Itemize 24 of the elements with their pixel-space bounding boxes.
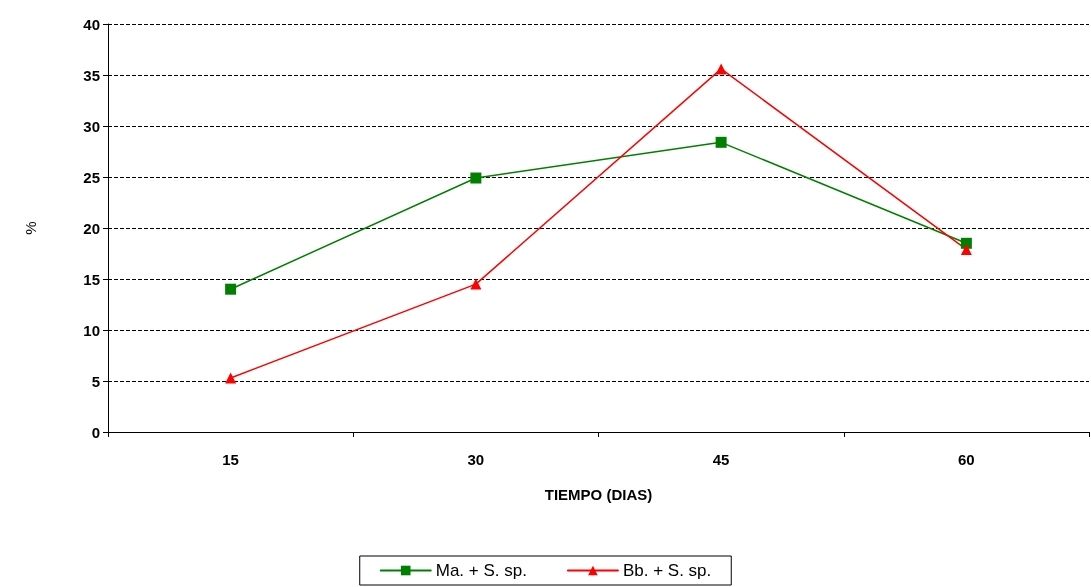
y-axis-title: %: [22, 221, 39, 235]
x-tick-label: 15: [222, 451, 239, 468]
x-tick-label: 60: [958, 451, 975, 468]
y-tick-label: 5: [91, 372, 100, 390]
point: [960, 243, 972, 255]
x-axis-title: TIEMPO (DIAS): [544, 486, 653, 503]
y-tick-label: 25: [83, 168, 100, 186]
point: [715, 136, 727, 148]
point: [715, 63, 727, 75]
y-tick-label: 40: [83, 15, 100, 33]
y-tick-label: 35: [83, 66, 100, 84]
point: [225, 283, 237, 295]
point: [225, 372, 237, 384]
y-tick-label: 15: [83, 270, 100, 288]
y-tick-label: 0: [91, 423, 100, 441]
legend-label: Bb. + S. sp.: [622, 561, 712, 580]
x-tick-label: 45: [712, 451, 730, 468]
y-tick-label: 10: [83, 321, 100, 339]
y-tick-label: 30: [83, 117, 100, 135]
point: [470, 278, 482, 290]
y-tick-label: 20: [83, 219, 100, 237]
x-tick-label: 30: [467, 451, 485, 468]
point: [470, 172, 482, 184]
legend-label: Ma. + S. sp.: [435, 561, 527, 580]
